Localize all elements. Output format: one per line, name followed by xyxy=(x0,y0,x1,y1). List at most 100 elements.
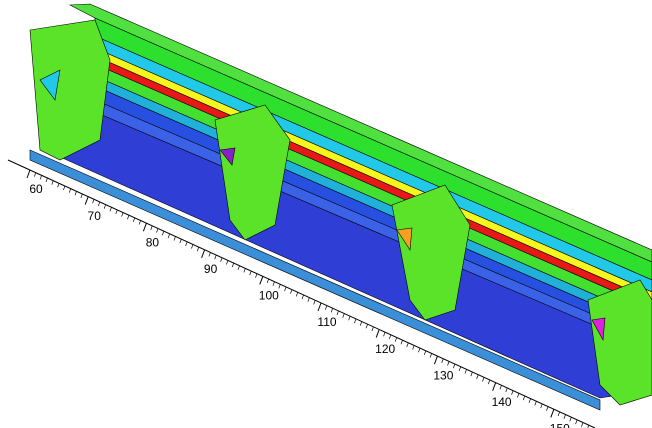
minor-tick xyxy=(273,282,275,286)
minor-tick xyxy=(407,343,409,347)
minor-tick xyxy=(465,370,467,374)
minor-tick xyxy=(174,237,176,241)
minor-tick xyxy=(401,340,403,344)
minor-tick xyxy=(459,367,461,371)
tick-label: 120 xyxy=(375,342,395,356)
minor-tick xyxy=(500,385,502,389)
minor-tick xyxy=(81,194,83,198)
minor-tick xyxy=(384,332,386,336)
tick-label: 130 xyxy=(433,368,453,382)
tick-label: 150 xyxy=(550,422,570,428)
minor-tick xyxy=(442,359,444,363)
minor-tick xyxy=(52,181,54,185)
hull-view: 60708090100110120130140150 xyxy=(0,0,652,428)
minor-tick xyxy=(122,213,124,217)
minor-tick xyxy=(232,263,234,267)
minor-tick xyxy=(506,388,508,392)
minor-tick xyxy=(98,202,100,206)
minor-tick xyxy=(430,354,432,358)
minor-tick xyxy=(186,242,188,246)
minor-tick xyxy=(209,252,211,256)
minor-tick xyxy=(546,407,548,411)
minor-tick xyxy=(221,258,223,262)
minor-tick xyxy=(296,292,298,296)
minor-tick xyxy=(34,173,36,177)
minor-tick xyxy=(255,274,257,278)
minor-tick xyxy=(250,271,252,275)
minor-tick xyxy=(133,218,135,222)
minor-tick xyxy=(529,399,531,403)
minor-tick xyxy=(395,338,397,342)
minor-tick xyxy=(372,327,374,331)
minor-tick xyxy=(482,377,484,381)
minor-tick xyxy=(191,244,193,248)
minor-tick xyxy=(69,189,71,193)
minor-tick xyxy=(448,362,450,366)
minor-tick xyxy=(564,415,566,419)
major-tick xyxy=(27,170,30,178)
minor-tick xyxy=(104,205,106,209)
minor-tick xyxy=(541,404,543,408)
minor-tick xyxy=(488,380,490,384)
minor-tick xyxy=(157,229,159,233)
minor-tick xyxy=(471,372,473,376)
minor-tick xyxy=(354,319,356,323)
tick-label: 60 xyxy=(29,182,43,196)
minor-tick xyxy=(331,308,333,312)
minor-tick xyxy=(302,295,304,299)
minor-tick xyxy=(418,348,420,352)
minor-tick xyxy=(215,255,217,259)
major-tick xyxy=(85,197,88,205)
major-tick xyxy=(493,383,496,391)
minor-tick xyxy=(413,346,415,350)
major-tick xyxy=(551,409,554,417)
hull-structure xyxy=(30,4,652,410)
major-tick xyxy=(376,330,379,338)
minor-tick xyxy=(226,260,228,264)
minor-tick xyxy=(389,335,391,339)
minor-tick xyxy=(151,226,153,230)
minor-tick xyxy=(267,279,269,283)
minor-tick xyxy=(477,375,479,379)
minor-tick xyxy=(360,322,362,326)
tick-label: 90 xyxy=(204,262,218,276)
tick-label: 140 xyxy=(492,395,512,409)
major-tick xyxy=(434,356,437,364)
minor-tick xyxy=(337,311,339,315)
minor-tick xyxy=(453,364,455,368)
minor-tick xyxy=(279,284,281,288)
minor-tick xyxy=(325,306,327,310)
minor-tick xyxy=(139,221,141,225)
minor-tick xyxy=(197,247,199,251)
minor-tick xyxy=(581,423,583,427)
tick-label: 100 xyxy=(259,289,279,303)
minor-tick xyxy=(58,183,60,187)
minor-tick xyxy=(238,266,240,270)
minor-tick xyxy=(535,401,537,405)
major-tick xyxy=(318,303,321,311)
tick-label: 80 xyxy=(146,235,160,249)
minor-tick xyxy=(349,316,351,320)
minor-tick xyxy=(168,234,170,238)
bulkhead-1 xyxy=(30,20,110,160)
minor-tick xyxy=(244,268,246,272)
minor-tick xyxy=(180,239,182,243)
minor-tick xyxy=(343,314,345,318)
tick-label: 70 xyxy=(88,209,102,223)
minor-tick xyxy=(576,420,578,424)
minor-tick xyxy=(523,396,525,400)
minor-tick xyxy=(424,351,426,355)
minor-tick xyxy=(512,391,514,395)
minor-tick xyxy=(40,175,42,179)
minor-tick xyxy=(63,186,65,190)
minor-tick xyxy=(290,290,292,294)
minor-tick xyxy=(366,324,368,328)
minor-tick xyxy=(93,199,95,203)
minor-tick xyxy=(162,231,164,235)
minor-tick xyxy=(570,417,572,421)
minor-tick xyxy=(116,210,118,214)
minor-tick xyxy=(517,393,519,397)
minor-tick xyxy=(308,298,310,302)
minor-tick xyxy=(558,412,560,416)
minor-tick xyxy=(127,215,129,219)
